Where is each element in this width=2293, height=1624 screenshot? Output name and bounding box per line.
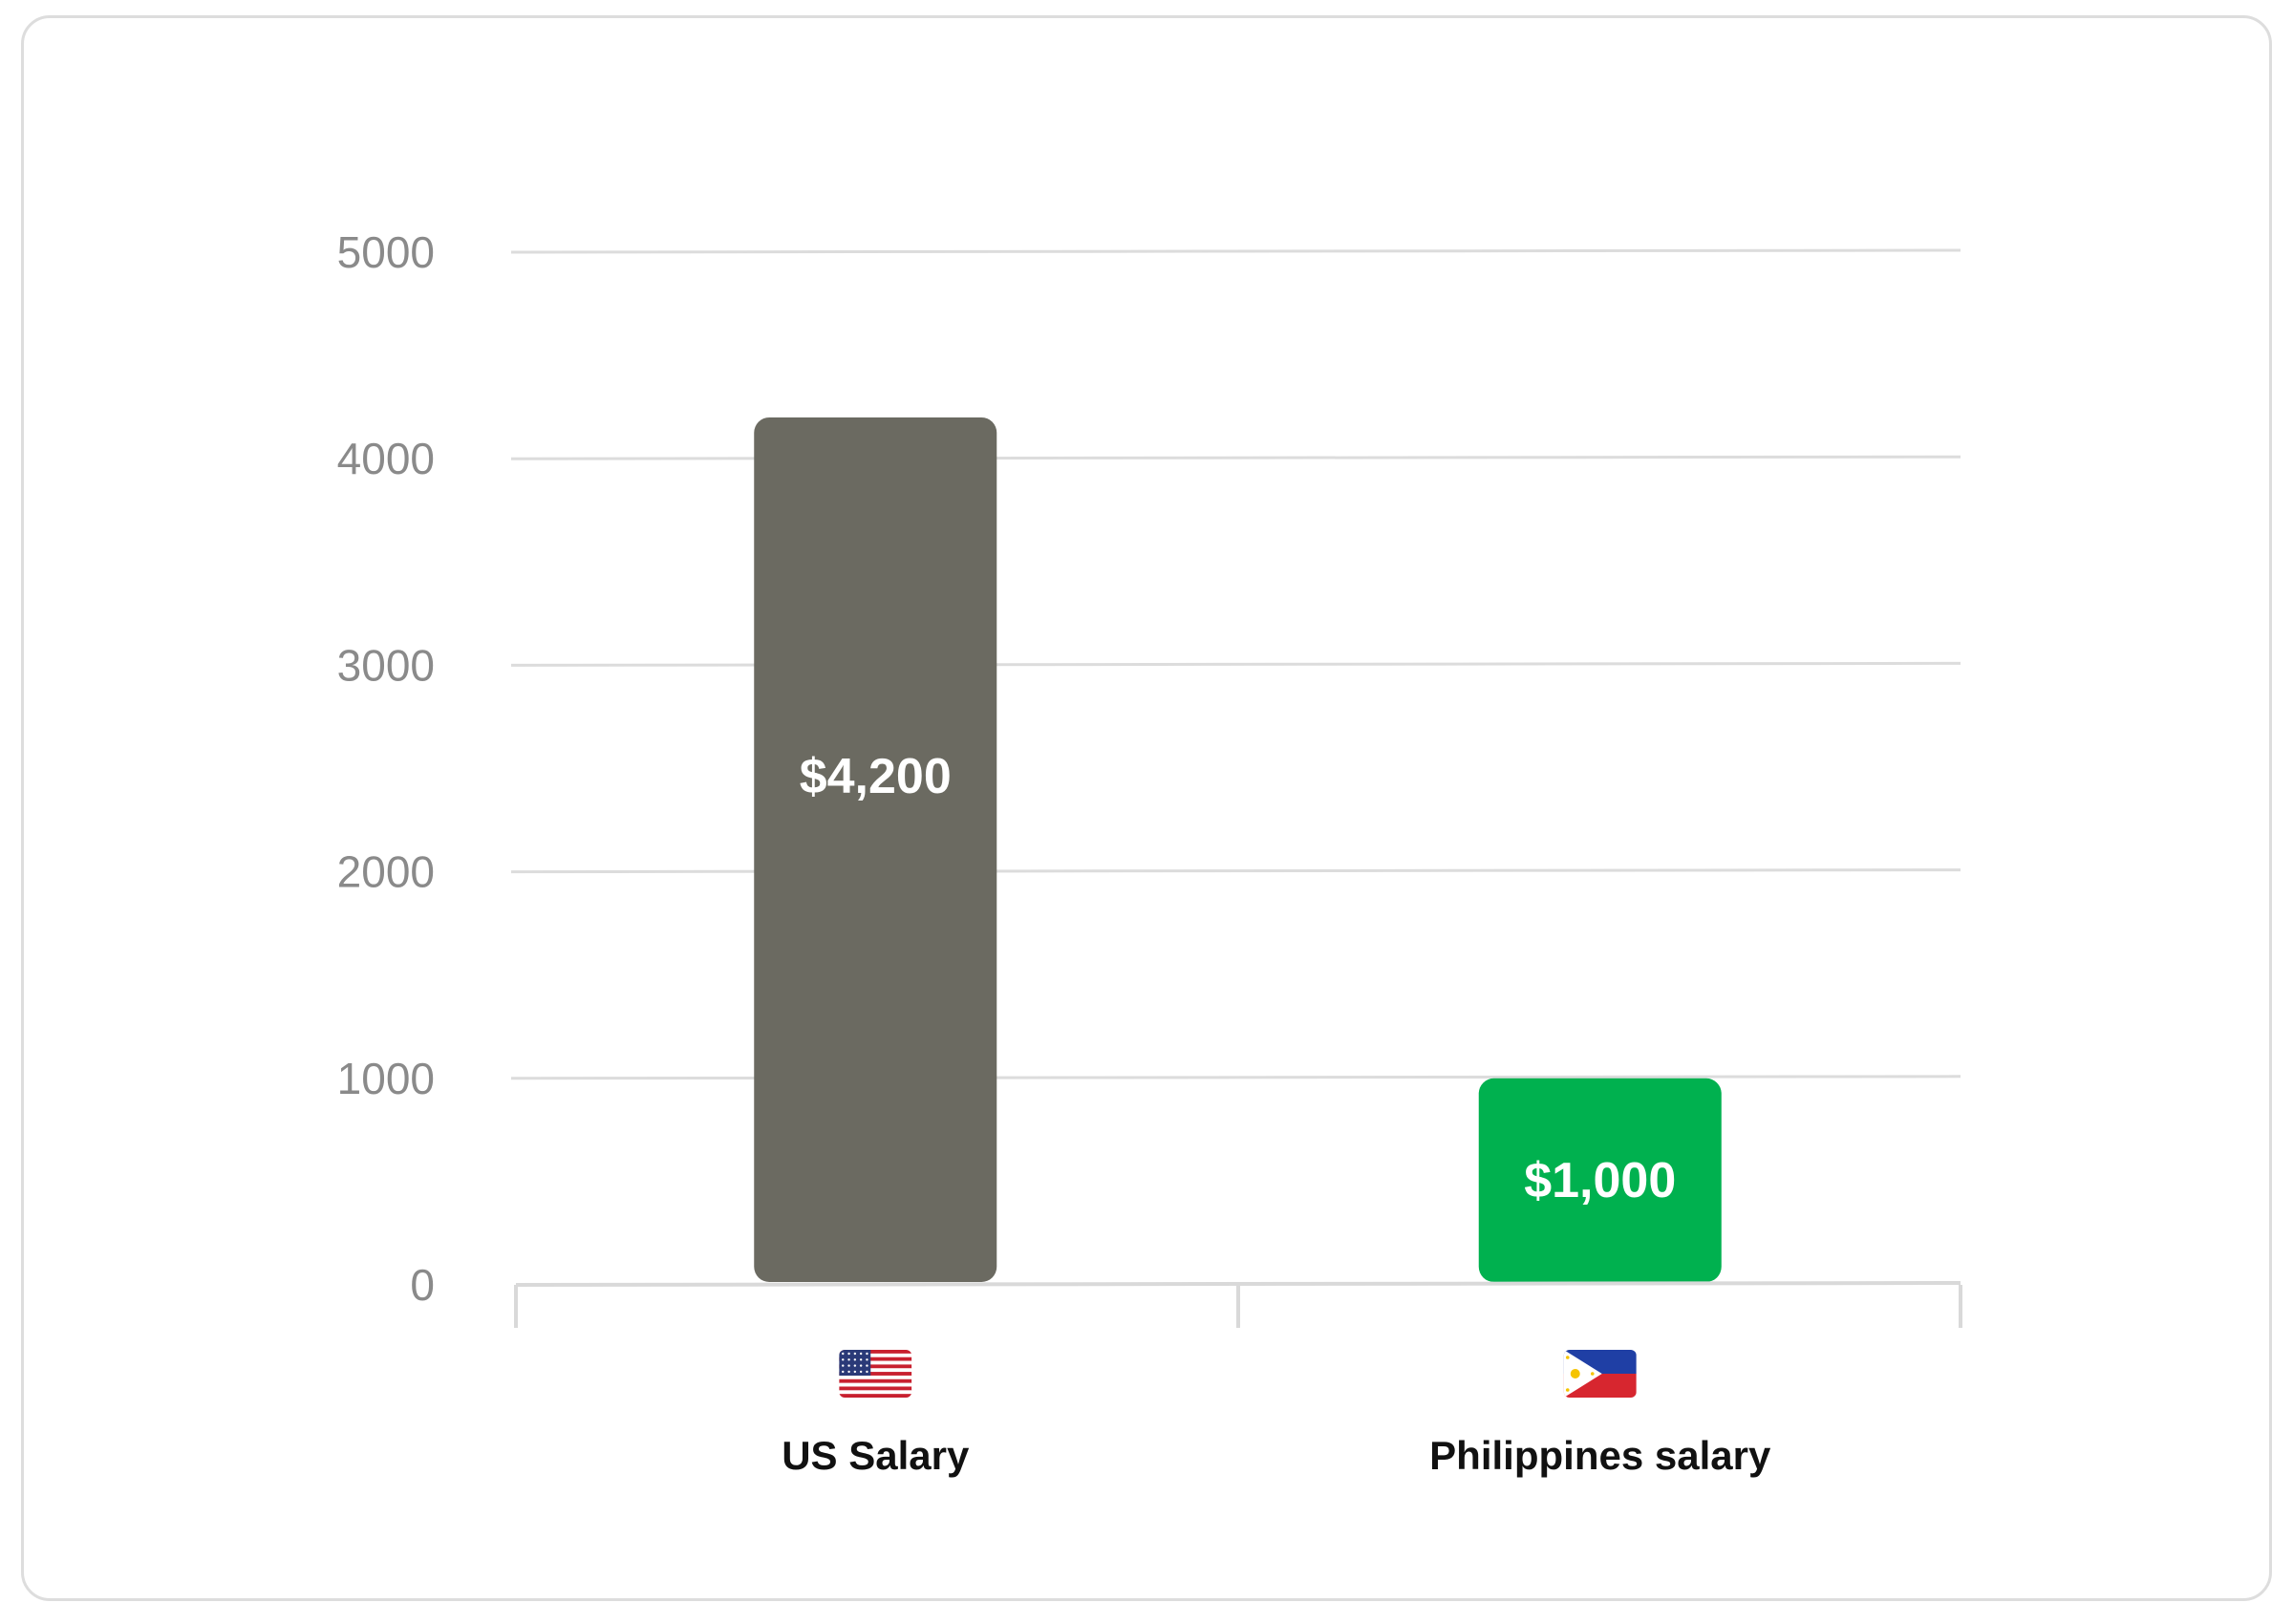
y-tick-label: 0 <box>410 1260 435 1310</box>
gridline <box>510 455 1961 460</box>
bar-value-label: $1,000 <box>1524 1153 1676 1208</box>
category-labels: US Salary Philippines salary <box>782 1350 1771 1478</box>
x-axis-line <box>515 1281 1961 1287</box>
category-label: US Salary <box>782 1433 970 1478</box>
y-tick-label: 1000 <box>337 1054 435 1103</box>
category-label: Philippines salary <box>1429 1433 1771 1478</box>
y-tick-label: 5000 <box>337 227 435 277</box>
bars: $4,200 $1,000 <box>754 417 1722 1283</box>
gridlines <box>510 248 1961 1080</box>
x-axis <box>514 1281 1962 1328</box>
philippines-flag-icon <box>1563 1350 1637 1398</box>
us-flag-icon <box>839 1350 912 1398</box>
gridline <box>510 868 1961 874</box>
bar-value-label: $4,200 <box>800 749 952 804</box>
bar-us-salary <box>754 417 997 1283</box>
gridline <box>510 1075 1961 1080</box>
y-tick-label: 2000 <box>337 847 435 897</box>
gridline <box>510 248 1961 254</box>
y-axis-tick-labels: 0 1000 2000 3000 4000 5000 <box>337 227 435 1310</box>
bar-philippines-salary <box>1478 1078 1722 1282</box>
chart-card <box>21 15 2272 1601</box>
gridline <box>510 661 1961 667</box>
y-tick-label: 4000 <box>337 434 435 483</box>
y-tick-label: 3000 <box>337 640 435 690</box>
